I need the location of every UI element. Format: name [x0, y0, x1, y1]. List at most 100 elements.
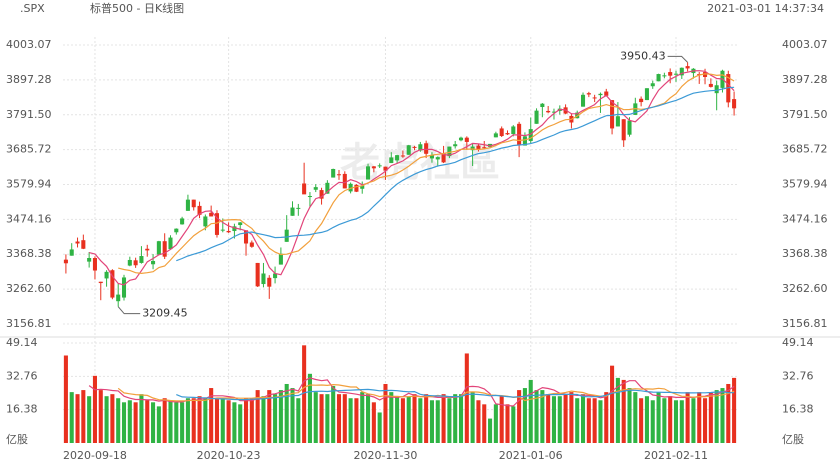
volume-bar [209, 388, 214, 443]
candle-body [389, 157, 394, 164]
candle-body [174, 228, 179, 233]
x-tick-label: 2020-11-30 [354, 449, 418, 462]
volume-bar [400, 398, 405, 443]
candle-body [708, 83, 713, 87]
volume-bar [621, 379, 626, 443]
volume_ma-line [117, 383, 735, 402]
volume-bar [627, 388, 632, 443]
volume-bar [319, 394, 324, 443]
candle-body [197, 205, 202, 215]
volume-bar [668, 396, 673, 443]
ma-line [88, 70, 735, 286]
volume-bar [697, 392, 702, 443]
volume-bar [441, 394, 446, 443]
candle-body [185, 199, 190, 211]
candle-body [668, 72, 673, 76]
y-tick-label-right: 3474.16 [782, 212, 828, 225]
candle-body [302, 183, 307, 195]
candle-body [284, 229, 289, 242]
candle-body [139, 256, 144, 263]
candle-body [191, 199, 196, 208]
candle-body [162, 241, 167, 257]
volume-bar [127, 400, 132, 443]
candle-body [656, 74, 661, 82]
volume-bar [243, 398, 249, 443]
volume-bar [302, 345, 307, 443]
volume-bar [598, 400, 603, 443]
y-tick-label-right: 3579.94 [782, 178, 828, 191]
volume-bar [458, 394, 464, 443]
volume-bar [557, 396, 562, 443]
volume-bar [650, 400, 655, 443]
annotation: 3950.43 [620, 49, 666, 62]
candle-body [418, 144, 423, 151]
volume-bar [517, 390, 522, 443]
volume-bar [551, 396, 557, 443]
y-tick-label: 3897.28 [6, 73, 52, 86]
candle-body [110, 270, 115, 298]
candle-body [156, 241, 161, 255]
volume-bar [342, 394, 347, 443]
candle-body [87, 258, 92, 262]
candle-body [493, 133, 498, 138]
candle-body [313, 187, 318, 190]
candle-body [395, 155, 400, 161]
volume-bar [267, 390, 272, 443]
volume-bar [371, 402, 376, 443]
candle-body [180, 218, 185, 225]
y-tick-label-right: 4003.07 [782, 38, 828, 51]
candle-body [406, 145, 411, 155]
volume-bar [174, 402, 179, 443]
volume-bar [569, 392, 574, 443]
volume-bar [197, 396, 202, 443]
candle-body [621, 119, 626, 141]
volume-bar [424, 394, 429, 443]
volume-bar [203, 398, 208, 443]
candle-body [517, 123, 522, 145]
volume-bar [98, 390, 103, 443]
volume-bar [720, 388, 725, 443]
candle-body [604, 91, 609, 96]
volume-bar [151, 402, 156, 443]
candle-body [116, 294, 121, 302]
candle-body [400, 155, 405, 157]
y-tick-label-right: 3685.72 [782, 143, 828, 156]
candle-body [505, 133, 510, 135]
volume-bar [435, 400, 440, 443]
volume-bar [354, 398, 359, 443]
candle-body [296, 207, 301, 209]
candle-body [232, 226, 237, 231]
volume-bar [586, 398, 591, 443]
volume-bar [662, 398, 667, 443]
candle-body [151, 260, 156, 265]
candle-body [424, 143, 429, 154]
volume_ma-line [176, 388, 735, 401]
candle-body [499, 128, 504, 137]
symbol: .SPX [20, 2, 45, 15]
x-tick-label: 2021-01-06 [499, 449, 563, 462]
volume-bar [656, 392, 661, 443]
candle-body [470, 146, 475, 151]
candle-body [307, 196, 312, 198]
volume-tick-label: 16.38 [6, 403, 38, 416]
y-tick-label-right: 3262.60 [782, 282, 828, 295]
volume-bar [447, 398, 452, 443]
candle-body [238, 222, 243, 226]
volume-bar [714, 390, 719, 443]
candle-body [644, 88, 649, 101]
candle-body [435, 157, 440, 160]
volume-bar [180, 402, 185, 443]
annotation-leader [667, 55, 688, 63]
volume-bar [679, 400, 684, 443]
volume-tick-label-right: 49.14 [782, 336, 814, 349]
volume-bar [604, 392, 609, 443]
volume-bar [406, 396, 411, 443]
volume-bar [168, 400, 173, 443]
volume-bar [708, 392, 713, 443]
y-tick-label-right: 3368.38 [782, 247, 828, 260]
volume-bar [139, 394, 144, 443]
volume-bar [673, 400, 679, 443]
candle-body [528, 129, 533, 141]
volume-bar [366, 394, 371, 443]
volume-bar [644, 396, 649, 443]
